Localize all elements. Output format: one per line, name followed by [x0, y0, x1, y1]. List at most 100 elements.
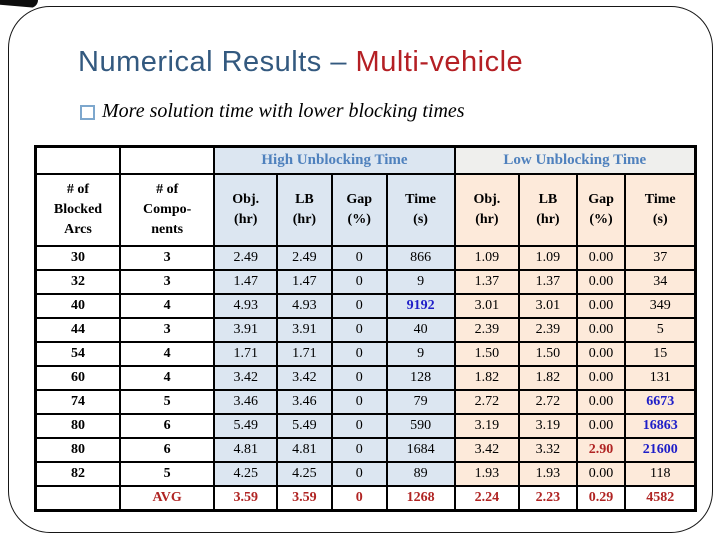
- bullet-square-icon: [80, 105, 95, 120]
- table-cell: 5: [118, 461, 216, 487]
- column-header: Time (s): [624, 173, 697, 247]
- table-cell: 866: [385, 245, 456, 271]
- table-row: 80 6 5.49 5.49 0 590 3.19 3.19 0.00 16863: [34, 413, 697, 439]
- table-cell: 4: [118, 365, 216, 391]
- column-header: LB (hr): [276, 173, 333, 247]
- header-empty-cell: [118, 145, 216, 175]
- table-cell: 0.00: [575, 245, 627, 271]
- table-cell: 3.59: [276, 485, 333, 512]
- table-cell: 2.72: [453, 389, 521, 415]
- column-header: Obj. (hr): [213, 173, 279, 247]
- table-cell: 1.37: [453, 269, 521, 295]
- table-cell: 2.23: [518, 485, 578, 512]
- table-cell: 30: [34, 245, 121, 271]
- table-cell: 0.00: [575, 413, 627, 439]
- table-cell: 349: [624, 293, 697, 319]
- table-cell: 3.42: [453, 437, 521, 463]
- table-cell: 3.46: [213, 389, 279, 415]
- table-cell: 1.37: [518, 269, 578, 295]
- table-cell: 44: [34, 317, 121, 343]
- table-cell: 1.93: [518, 461, 578, 487]
- table-cell: 2.39: [518, 317, 578, 343]
- table-cell: 6: [118, 413, 216, 439]
- table-row: 74 5 3.46 3.46 0 79 2.72 2.72 0.00 6673: [34, 389, 697, 415]
- table-cell: 0: [330, 317, 388, 343]
- table-cell: 1.47: [213, 269, 279, 295]
- table-cell: 21600: [624, 437, 697, 463]
- table-cell: 3.46: [276, 389, 333, 415]
- bullet-line: More solution time with lower blocking t…: [80, 100, 465, 123]
- table-cell: 3: [118, 245, 216, 271]
- table-row: 40 4 4.93 4.93 0 9192 3.01 3.01 0.00 349: [34, 293, 697, 319]
- table-cell: 60: [34, 365, 121, 391]
- table-cell: 0: [330, 245, 388, 271]
- table-row: 82 5 4.25 4.25 0 89 1.93 1.93 0.00 118: [34, 461, 697, 487]
- table-cell: 0.00: [575, 317, 627, 343]
- table-cell: 0: [330, 413, 388, 439]
- header-group-high: High Unblocking Time: [213, 145, 456, 175]
- table-cell: 0: [330, 293, 388, 319]
- table-cell: 131: [624, 365, 697, 391]
- avg-label-cell: AVG: [118, 485, 216, 512]
- table-cell: 5.49: [276, 413, 333, 439]
- column-header: Gap (%): [330, 173, 388, 247]
- table-cell: 80: [34, 413, 121, 439]
- table-cell: 3.19: [518, 413, 578, 439]
- table-cell: 0.00: [575, 269, 627, 295]
- table-row: 32 3 1.47 1.47 0 9 1.37 1.37 0.00 34: [34, 269, 697, 295]
- table-cell: 1.09: [453, 245, 521, 271]
- table-cell: 3.32: [518, 437, 578, 463]
- table-cell: 4.81: [213, 437, 279, 463]
- table-cell: 5.49: [213, 413, 279, 439]
- table-cell: 0.00: [575, 461, 627, 487]
- table-cell: 1.71: [213, 341, 279, 367]
- table-cell: [34, 485, 121, 512]
- column-header: LB (hr): [518, 173, 578, 247]
- table-cell: 1.50: [518, 341, 578, 367]
- title-primary: Numerical Results –: [78, 46, 356, 78]
- column-header: # of Compo- nents: [118, 173, 216, 247]
- table-cell: 3.01: [453, 293, 521, 319]
- table-head: High Unblocking Time Low Unblocking Time #…: [34, 145, 697, 247]
- table-cell: 3.91: [276, 317, 333, 343]
- table-cell: 0: [330, 341, 388, 367]
- table-row: 44 3 3.91 3.91 0 40 2.39 2.39 0.00 5: [34, 317, 697, 343]
- table-cell: 3.42: [276, 365, 333, 391]
- table-row: 54 4 1.71 1.71 0 9 1.50 1.50 0.00 15: [34, 341, 697, 367]
- table-cell: 34: [624, 269, 697, 295]
- table-cell: 2.49: [276, 245, 333, 271]
- table-cell: 0: [330, 437, 388, 463]
- table-row: 30 3 2.49 2.49 0 866 1.09 1.09 0.00 37: [34, 245, 697, 271]
- table-cell: 0: [330, 485, 388, 512]
- table-cell: 1684: [385, 437, 456, 463]
- table-cell: 0: [330, 365, 388, 391]
- table-cell: 9: [385, 341, 456, 367]
- table-cell: 79: [385, 389, 456, 415]
- table-cell: 3.91: [213, 317, 279, 343]
- table-cell: 0.00: [575, 293, 627, 319]
- table-cell: 3.01: [518, 293, 578, 319]
- table-cell: 54: [34, 341, 121, 367]
- table-cell: 2.39: [453, 317, 521, 343]
- table-cell: 4.25: [276, 461, 333, 487]
- column-header: Time (s): [385, 173, 456, 247]
- table-cell: 2.24: [453, 485, 521, 512]
- table-cell: 590: [385, 413, 456, 439]
- table-cell: 2.49: [213, 245, 279, 271]
- table-cell: 82: [34, 461, 121, 487]
- table-cell: 1.82: [453, 365, 521, 391]
- table-cell: 16863: [624, 413, 697, 439]
- table-cell: 1.50: [453, 341, 521, 367]
- table-cell: 4582: [624, 485, 697, 512]
- table-cell: 80: [34, 437, 121, 463]
- table-row: 60 4 3.42 3.42 0 128 1.82 1.82 0.00 131: [34, 365, 697, 391]
- table-cell: 0: [330, 269, 388, 295]
- table-cell: 74: [34, 389, 121, 415]
- column-header-row: # of Blocked Arcs # of Compo- nents Obj. (…: [34, 173, 697, 247]
- table-cell: 40: [34, 293, 121, 319]
- results-table: High Unblocking Time Low Unblocking Time #…: [34, 145, 697, 512]
- column-header: Gap (%): [575, 173, 627, 247]
- table-cell: 128: [385, 365, 456, 391]
- table-cell: 0: [330, 461, 388, 487]
